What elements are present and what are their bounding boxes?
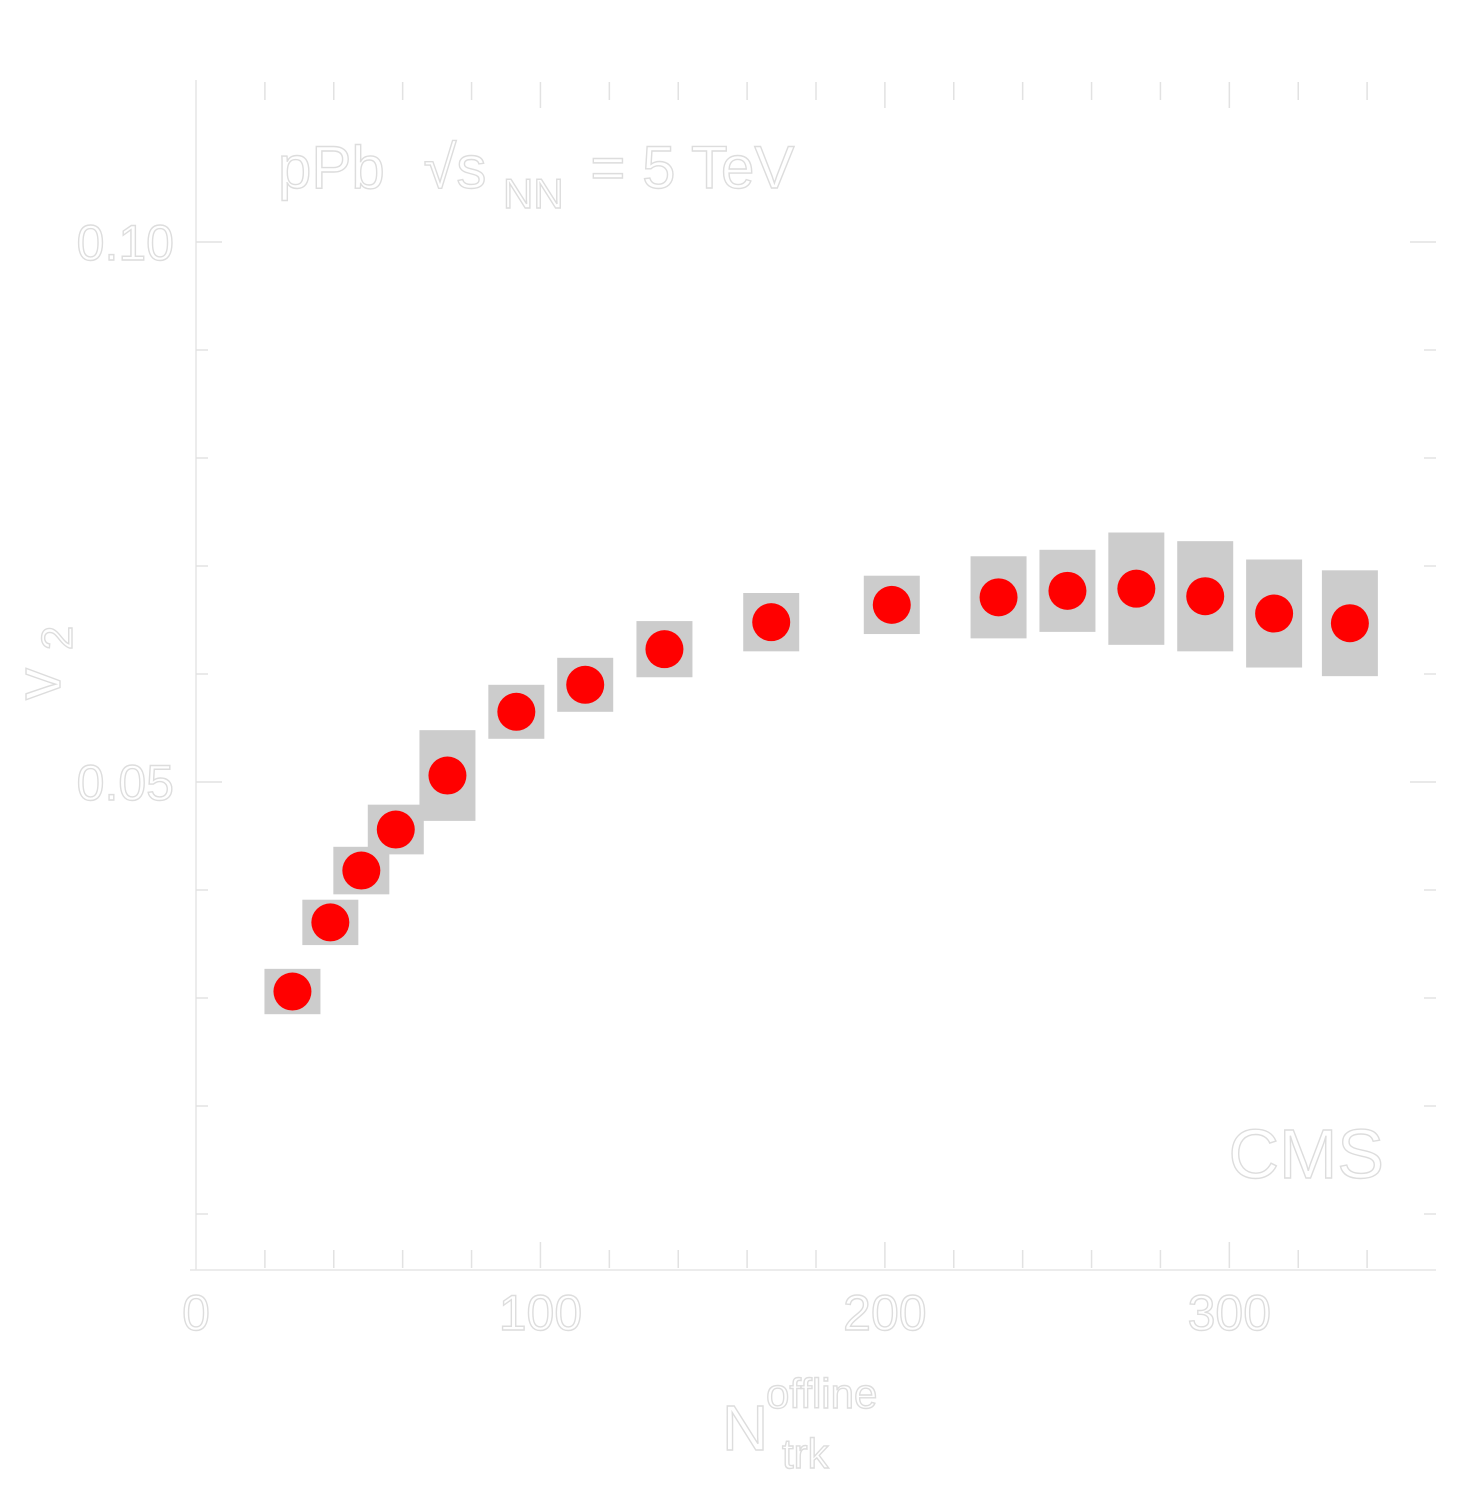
energy-prefix: √s	[423, 134, 486, 201]
data-point	[752, 603, 791, 642]
data-point	[1330, 604, 1369, 643]
data-point	[273, 972, 312, 1011]
axis-tick-labels: 0 100 200 300 0.05 0.10	[76, 214, 1272, 1341]
x-tick-label: 0	[182, 1285, 210, 1341]
data-point	[1048, 571, 1087, 610]
data-point	[428, 756, 467, 795]
data-point	[979, 578, 1018, 617]
x-axis-title-subscript: trk	[782, 1430, 830, 1477]
y-axis-title-base: v	[2, 668, 74, 700]
y-axis-title-subscript: 2	[33, 626, 82, 650]
x-tick-label: 100	[499, 1285, 582, 1341]
data-points	[273, 569, 1369, 1011]
data-point	[497, 692, 536, 731]
plot-frame	[190, 80, 1436, 1271]
energy-subscript: NN	[503, 170, 564, 217]
x-axis-title: N trk offline	[722, 1370, 877, 1482]
data-point	[311, 903, 350, 942]
y-axis-title: v 2	[2, 626, 82, 700]
x-tick-label: 200	[843, 1285, 926, 1341]
system-name: pPb	[278, 134, 385, 201]
x-tick-label: 300	[1188, 1285, 1271, 1341]
data-point	[342, 851, 381, 890]
x-axis-title-base: N	[722, 1392, 768, 1464]
system-label: pPb √s NN = 5 TeV	[278, 134, 794, 221]
data-point	[645, 630, 684, 669]
data-point	[376, 810, 415, 849]
y-tick-label: 0.05	[77, 755, 174, 811]
energy-value: = 5 TeV	[590, 134, 794, 201]
data-point	[1255, 594, 1294, 633]
data-point	[1117, 569, 1156, 608]
data-point	[872, 585, 911, 624]
data-series	[264, 532, 1378, 1015]
data-point	[566, 665, 605, 704]
data-point	[1186, 577, 1225, 616]
y-tick-label: 0.10	[77, 215, 174, 271]
collaboration-label: CMS	[1228, 1115, 1384, 1193]
axis-ticks	[196, 82, 1436, 1268]
x-axis-title-superscript: offline	[766, 1370, 877, 1417]
